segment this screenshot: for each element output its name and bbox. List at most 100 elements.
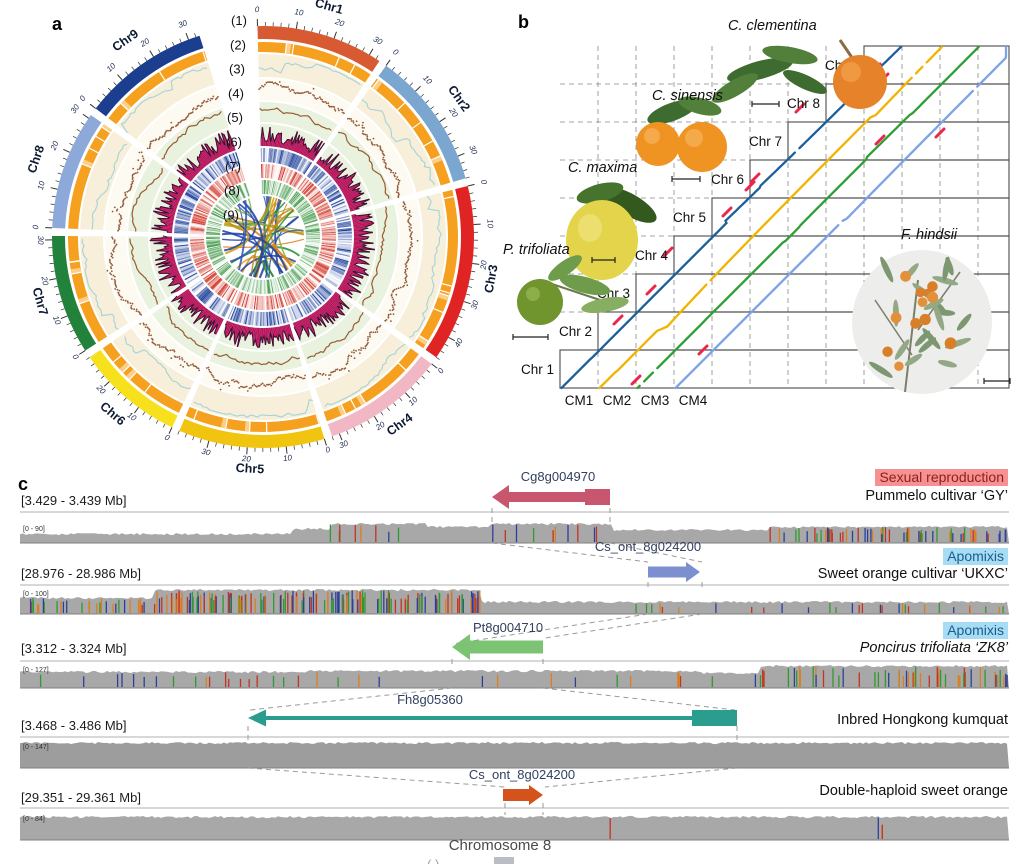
gene-arrow bbox=[503, 785, 543, 805]
track4-gene-label: Fh8g05360 bbox=[397, 692, 463, 707]
homolog-connector-line bbox=[491, 542, 649, 563]
homolog-connector-line bbox=[249, 687, 453, 711]
svg-text:20: 20 bbox=[39, 275, 50, 287]
svg-text:Chr3: Chr3 bbox=[482, 264, 501, 295]
species-label-trifoliata: P. trifoliata bbox=[503, 242, 570, 258]
track5-genome-label: Double-haploid sweet orange bbox=[819, 783, 1008, 799]
photo-maxima bbox=[566, 182, 657, 280]
svg-text:20: 20 bbox=[241, 454, 252, 464]
homolog-connector-line bbox=[451, 613, 649, 645]
species-label-maxima: C. maxima bbox=[568, 160, 638, 176]
svg-text:0: 0 bbox=[391, 47, 400, 57]
svg-text:0: 0 bbox=[70, 352, 80, 361]
svg-text:10: 10 bbox=[421, 73, 434, 86]
svg-text:Chr7: Chr7 bbox=[29, 286, 50, 317]
track3-region: [3.312 - 3.324 Mb] bbox=[21, 641, 127, 656]
dotplot-ylabel: Chr 7 bbox=[749, 134, 782, 149]
svg-text:Chr6: Chr6 bbox=[97, 399, 128, 428]
svg-text:20: 20 bbox=[333, 17, 346, 29]
svg-text:20: 20 bbox=[479, 259, 489, 270]
scale-bar bbox=[512, 334, 549, 340]
svg-text:40: 40 bbox=[453, 336, 465, 349]
coverage-track-3 bbox=[20, 660, 1009, 689]
ring-number-6: (6) bbox=[226, 135, 242, 150]
ring-number-5: (5) bbox=[227, 110, 243, 125]
scale-bar bbox=[983, 378, 1011, 384]
gene-arrow bbox=[452, 634, 543, 660]
svg-text:0: 0 bbox=[255, 5, 260, 14]
dotplot-ylabel: Chr 8 bbox=[787, 96, 820, 111]
panel-c-label: c bbox=[18, 474, 29, 494]
ring-number-9: (9) bbox=[223, 207, 239, 222]
svg-text:30: 30 bbox=[69, 102, 82, 115]
track1-gene-label: Cg8g004970 bbox=[520, 469, 596, 484]
track1-genome-label: Pummelo cultivar ‘GY’ bbox=[865, 488, 1008, 504]
track1-coverage-range: [0 - 90] bbox=[23, 526, 45, 533]
dotplot-xlabel: CM2 bbox=[603, 393, 632, 408]
x-axis-label: Chromosome 8 bbox=[448, 837, 552, 854]
homolog-connector-line bbox=[609, 542, 703, 563]
dotplot-ylabel: Chr 5 bbox=[673, 210, 706, 225]
genome-tracks-plot bbox=[20, 485, 1009, 841]
photo-trifoliata bbox=[517, 255, 629, 325]
photo-sinensis bbox=[636, 96, 727, 172]
svg-text:10: 10 bbox=[485, 219, 495, 229]
species-label-clementina: C. clementina bbox=[728, 18, 817, 34]
svg-text:30: 30 bbox=[372, 34, 385, 47]
homolog-connector-line bbox=[247, 767, 506, 788]
ring-number-1: (1) bbox=[231, 13, 247, 28]
svg-text:Chr9: Chr9 bbox=[110, 26, 141, 54]
track1-region: [3.429 - 3.439 Mb] bbox=[21, 493, 127, 508]
ring-number-3: (3) bbox=[229, 62, 245, 77]
ring-number-8: (8) bbox=[224, 183, 240, 198]
gene-arrow bbox=[648, 562, 700, 582]
track3-phenotype-badge: Apomixis bbox=[943, 622, 1008, 639]
svg-text:0: 0 bbox=[163, 433, 171, 443]
homolog-connector-line bbox=[544, 613, 703, 639]
svg-text:20: 20 bbox=[48, 139, 60, 152]
scale-bar bbox=[671, 176, 701, 182]
svg-text:Chr5: Chr5 bbox=[235, 461, 264, 477]
svg-text:10: 10 bbox=[105, 61, 118, 74]
gene-arrow bbox=[248, 709, 737, 727]
dotplot-ylabel: Chr 4 bbox=[635, 248, 669, 263]
svg-text:30: 30 bbox=[467, 144, 479, 156]
coverage-track-5 bbox=[20, 807, 1009, 841]
dotplot-xlabel: CM1 bbox=[565, 393, 594, 408]
track4-genome-label: Inbred Hongkong kumquat bbox=[837, 712, 1008, 728]
svg-text:10: 10 bbox=[36, 180, 47, 191]
svg-text:0: 0 bbox=[31, 224, 40, 229]
panel-b-label: b bbox=[518, 12, 529, 32]
species-label-hindsii: F. hindsii bbox=[901, 227, 958, 243]
svg-text:0: 0 bbox=[324, 445, 331, 455]
svg-text:30: 30 bbox=[338, 438, 350, 450]
coverage-track-4 bbox=[20, 736, 1009, 769]
homolog-connector-line bbox=[542, 687, 736, 711]
svg-text:30: 30 bbox=[177, 18, 189, 30]
track2-genome-label: Sweet orange cultivar ‘UKXC’ bbox=[817, 566, 1008, 582]
scale-bar bbox=[751, 101, 780, 107]
track2-region: [28.976 - 28.986 Mb] bbox=[21, 566, 141, 581]
track2-gene-label: Cs_ont_8g024200 bbox=[594, 539, 702, 554]
track2-coverage-range: [0 - 100] bbox=[23, 591, 49, 598]
svg-text:0: 0 bbox=[479, 179, 489, 186]
cropped-legend-fragment: ( ) bbox=[427, 857, 567, 864]
ring-number-7: (7) bbox=[225, 159, 241, 174]
photo-hindsii bbox=[852, 250, 992, 394]
circos-plot: 0 102030Chr10102030Chr2010203040Chr301020… bbox=[25, 0, 501, 476]
track5-coverage-range: [0 - 84] bbox=[23, 816, 45, 823]
svg-text:10: 10 bbox=[51, 314, 63, 326]
photo-clementina bbox=[712, 39, 887, 109]
dotplot-ylabel: Chr 6 bbox=[711, 172, 744, 187]
svg-text:30: 30 bbox=[200, 447, 211, 458]
svg-text:Chr8: Chr8 bbox=[25, 143, 47, 175]
dotplot-ylabel: Chr 1 bbox=[521, 362, 554, 377]
svg-text:Chr1: Chr1 bbox=[313, 0, 344, 17]
svg-text:0: 0 bbox=[78, 93, 88, 102]
panel-a-label: a bbox=[52, 14, 63, 34]
gene-arrow bbox=[492, 485, 610, 509]
coverage-track-2 bbox=[20, 584, 1009, 615]
